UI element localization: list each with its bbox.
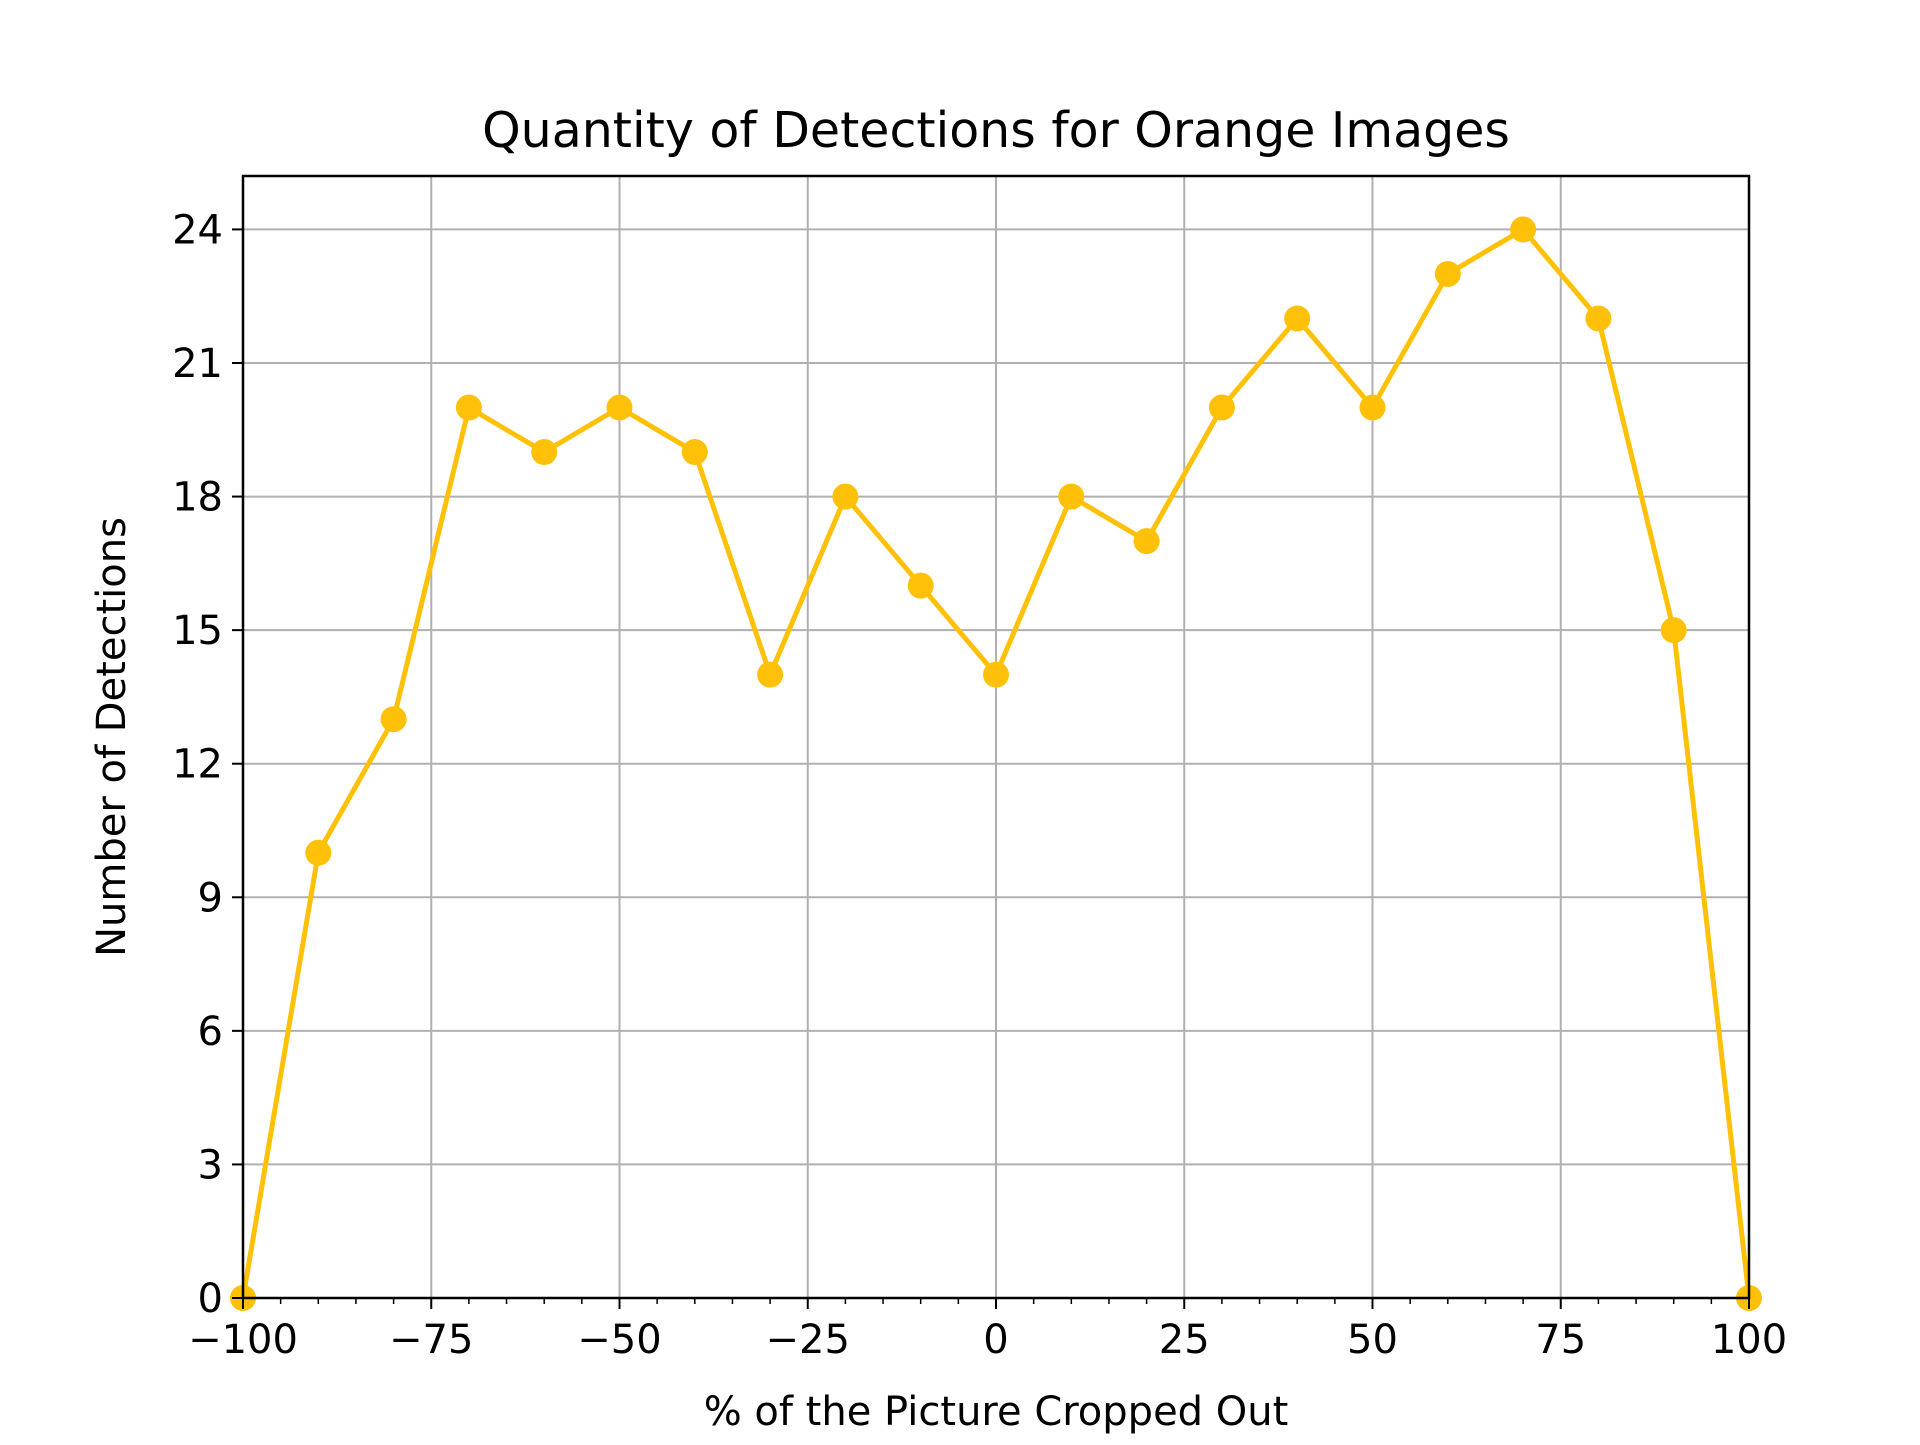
grid-lines [242, 176, 1750, 1299]
y-tick-label: 12 [172, 742, 223, 788]
x-tick-label: 50 [1347, 1317, 1398, 1363]
x-tick-label: −50 [577, 1317, 661, 1363]
data-point [455, 394, 482, 421]
x-tick-label: −25 [766, 1317, 850, 1363]
chart-title: Quantity of Detections for Orange Images [482, 102, 1510, 159]
x-tick-label: 100 [1711, 1317, 1787, 1363]
data-point [380, 706, 407, 733]
data-point [1434, 260, 1461, 287]
x-tick-label: 25 [1159, 1317, 1210, 1363]
data-point [757, 661, 784, 688]
y-tick-label: 6 [198, 1009, 223, 1055]
y-tick-label: 21 [172, 341, 223, 387]
x-tick-labels: −100 −75 −50 −25 0 25 50 75 100 [188, 1317, 1787, 1363]
y-tick-label: 0 [198, 1276, 223, 1322]
y-tick-label: 18 [172, 475, 223, 521]
data-point [531, 439, 558, 466]
x-tick-label: −75 [389, 1317, 473, 1363]
y-tick-label: 24 [172, 207, 223, 253]
data-point [832, 483, 859, 510]
x-tick-label: 75 [1535, 1317, 1586, 1363]
data-point [907, 572, 934, 599]
data-point [606, 394, 633, 421]
y-tick-label: 15 [172, 608, 223, 654]
data-point [1359, 394, 1386, 421]
data-point [1585, 305, 1612, 332]
data-point [1133, 528, 1160, 555]
data-point [1208, 394, 1235, 421]
data-point [305, 839, 332, 866]
data-point [1284, 305, 1311, 332]
y-tick-labels: 0 3 6 9 12 15 18 21 24 [172, 207, 223, 1322]
data-point [983, 661, 1009, 688]
x-tick-label: −100 [188, 1317, 298, 1363]
data-point [1058, 483, 1085, 510]
y-axis-label: Number of Detections [89, 517, 135, 957]
data-point [1510, 216, 1537, 243]
data-points [230, 216, 1762, 1311]
axis-ticks [232, 228, 1750, 1309]
data-point [1660, 617, 1687, 644]
x-axis-label: % of the Picture Cropped Out [704, 1389, 1289, 1435]
x-tick-label: 0 [983, 1317, 1008, 1363]
data-point [681, 439, 708, 466]
y-tick-label: 9 [198, 875, 223, 921]
y-tick-label: 3 [198, 1142, 223, 1188]
